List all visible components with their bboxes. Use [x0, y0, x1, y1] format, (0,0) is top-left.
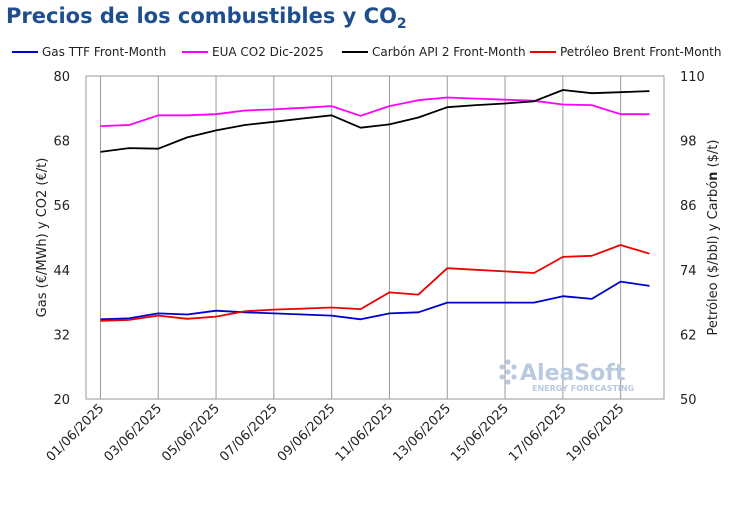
- x-tick-label: 11/06/2025: [333, 401, 397, 465]
- y-tick-right: 86: [680, 199, 697, 214]
- page-title: Precios de los combustibles y CO2: [6, 4, 407, 32]
- legend-label: Carbón API 2 Front-Month: [372, 45, 526, 59]
- series-line: [100, 244, 650, 322]
- y-tick-right: 110: [680, 70, 705, 85]
- series-line: [100, 89, 650, 153]
- watermark-tagline: ENERGY FORECASTING: [532, 384, 634, 393]
- watermark-dot: [499, 374, 505, 380]
- y-axis-right-label-part: n: [706, 172, 721, 181]
- y-tick-right: 98: [680, 135, 697, 150]
- y-axis-right-label-part: Petróleo ($/bbl) y Carbó: [706, 181, 721, 336]
- x-tick-label: 07/06/2025: [217, 401, 281, 465]
- y-tick-left: 44: [53, 264, 70, 279]
- y-tick-right: 74: [680, 264, 697, 279]
- x-tick-label: 17/06/2025: [506, 401, 570, 465]
- y-tick-left: 56: [53, 199, 70, 214]
- x-tick-label: 03/06/2025: [101, 401, 165, 465]
- watermark-dot: [499, 364, 505, 370]
- y-tick-right: 62: [680, 328, 697, 343]
- watermark-brand: AleaSoft: [520, 361, 626, 386]
- y-axis-right-label: Petróleo ($/bbl) y Carbón ($/t): [706, 140, 721, 336]
- watermark-dot: [511, 364, 517, 370]
- x-tick-label: 13/06/2025: [390, 401, 454, 465]
- watermark-dot: [505, 379, 511, 385]
- y-tick-left: 68: [53, 135, 70, 150]
- watermark-logo: [499, 359, 517, 385]
- title-subscript: 2: [396, 16, 407, 33]
- x-tick-label: 01/06/2025: [44, 401, 108, 465]
- x-tick-label: 19/06/2025: [564, 401, 628, 465]
- x-tick-label: 15/06/2025: [448, 401, 512, 465]
- y-tick-right: 50: [680, 393, 697, 408]
- legend-label: Gas TTF Front-Month: [42, 45, 166, 59]
- y-tick-left: 80: [53, 70, 70, 85]
- watermark-dot: [511, 374, 517, 380]
- legend-label: EUA CO2 Dic-2025: [212, 45, 324, 59]
- y-tick-left: 20: [53, 393, 70, 408]
- watermark-dot: [505, 369, 511, 375]
- plot-frame: [85, 75, 665, 400]
- x-tick-label: 05/06/2025: [159, 401, 223, 465]
- legend-label: Petróleo Brent Front-Month: [560, 45, 721, 59]
- watermark-dot: [505, 359, 511, 365]
- series-line: [100, 280, 650, 321]
- series-line: [100, 96, 650, 127]
- y-axis-left-label: Gas (€/MWh) y CO2 (€/t): [35, 158, 50, 318]
- y-axis-right-label-part: ($/t): [706, 140, 721, 172]
- title-main: Precios de los combustibles y CO: [6, 4, 397, 28]
- x-tick-label: 09/06/2025: [275, 401, 339, 465]
- y-tick-left: 32: [53, 328, 70, 343]
